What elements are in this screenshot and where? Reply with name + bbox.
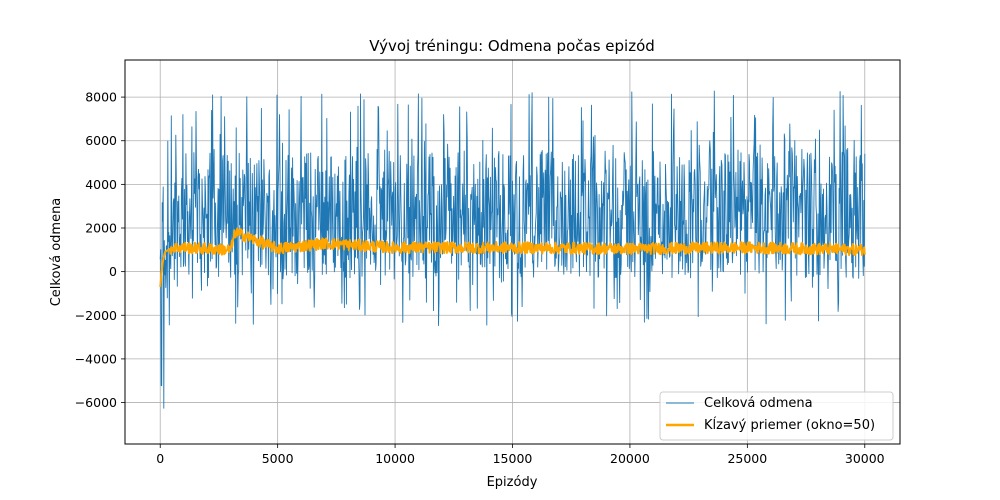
x-tick-label: 5000 [262, 451, 294, 466]
x-tick-label: 10000 [375, 451, 415, 466]
y-tick-label: 8000 [85, 90, 117, 105]
legend-label-raw: Celková odmena [704, 396, 813, 411]
x-axis-ticks: 0 5000 10000 15000 20000 25000 30000 [156, 444, 885, 466]
x-tick-label: 15000 [493, 451, 533, 466]
y-tick-label: −4000 [75, 351, 117, 366]
y-tick-label: 0 [109, 264, 117, 279]
x-axis-label: Epizódy [487, 475, 538, 490]
y-tick-label: −2000 [75, 308, 117, 323]
x-tick-label: 30000 [845, 451, 885, 466]
moving-average-series [159, 227, 866, 288]
chart-title: Vývoj tréningu: Odmena počas epizód [369, 37, 655, 55]
legend-box [659, 391, 894, 441]
legend-label-moving-average: Kĺzavý priemer (okno=50) [704, 417, 875, 433]
x-tick-label: 25000 [727, 451, 767, 466]
y-tick-label: 6000 [85, 133, 117, 148]
y-tick-label: 2000 [85, 221, 117, 236]
y-tick-label: −6000 [75, 395, 117, 410]
moving-average-line [159, 227, 866, 288]
legend: Celková odmena Kĺzavý priemer (okno=50) [659, 391, 894, 441]
y-tick-label: 4000 [85, 177, 117, 192]
x-tick-label: 20000 [610, 451, 650, 466]
x-tick-label: 0 [156, 451, 164, 466]
y-axis-label: Celková odmena [49, 198, 64, 307]
y-axis-ticks: −6000 −4000 −2000 0 2000 4000 6000 8000 [75, 90, 125, 410]
